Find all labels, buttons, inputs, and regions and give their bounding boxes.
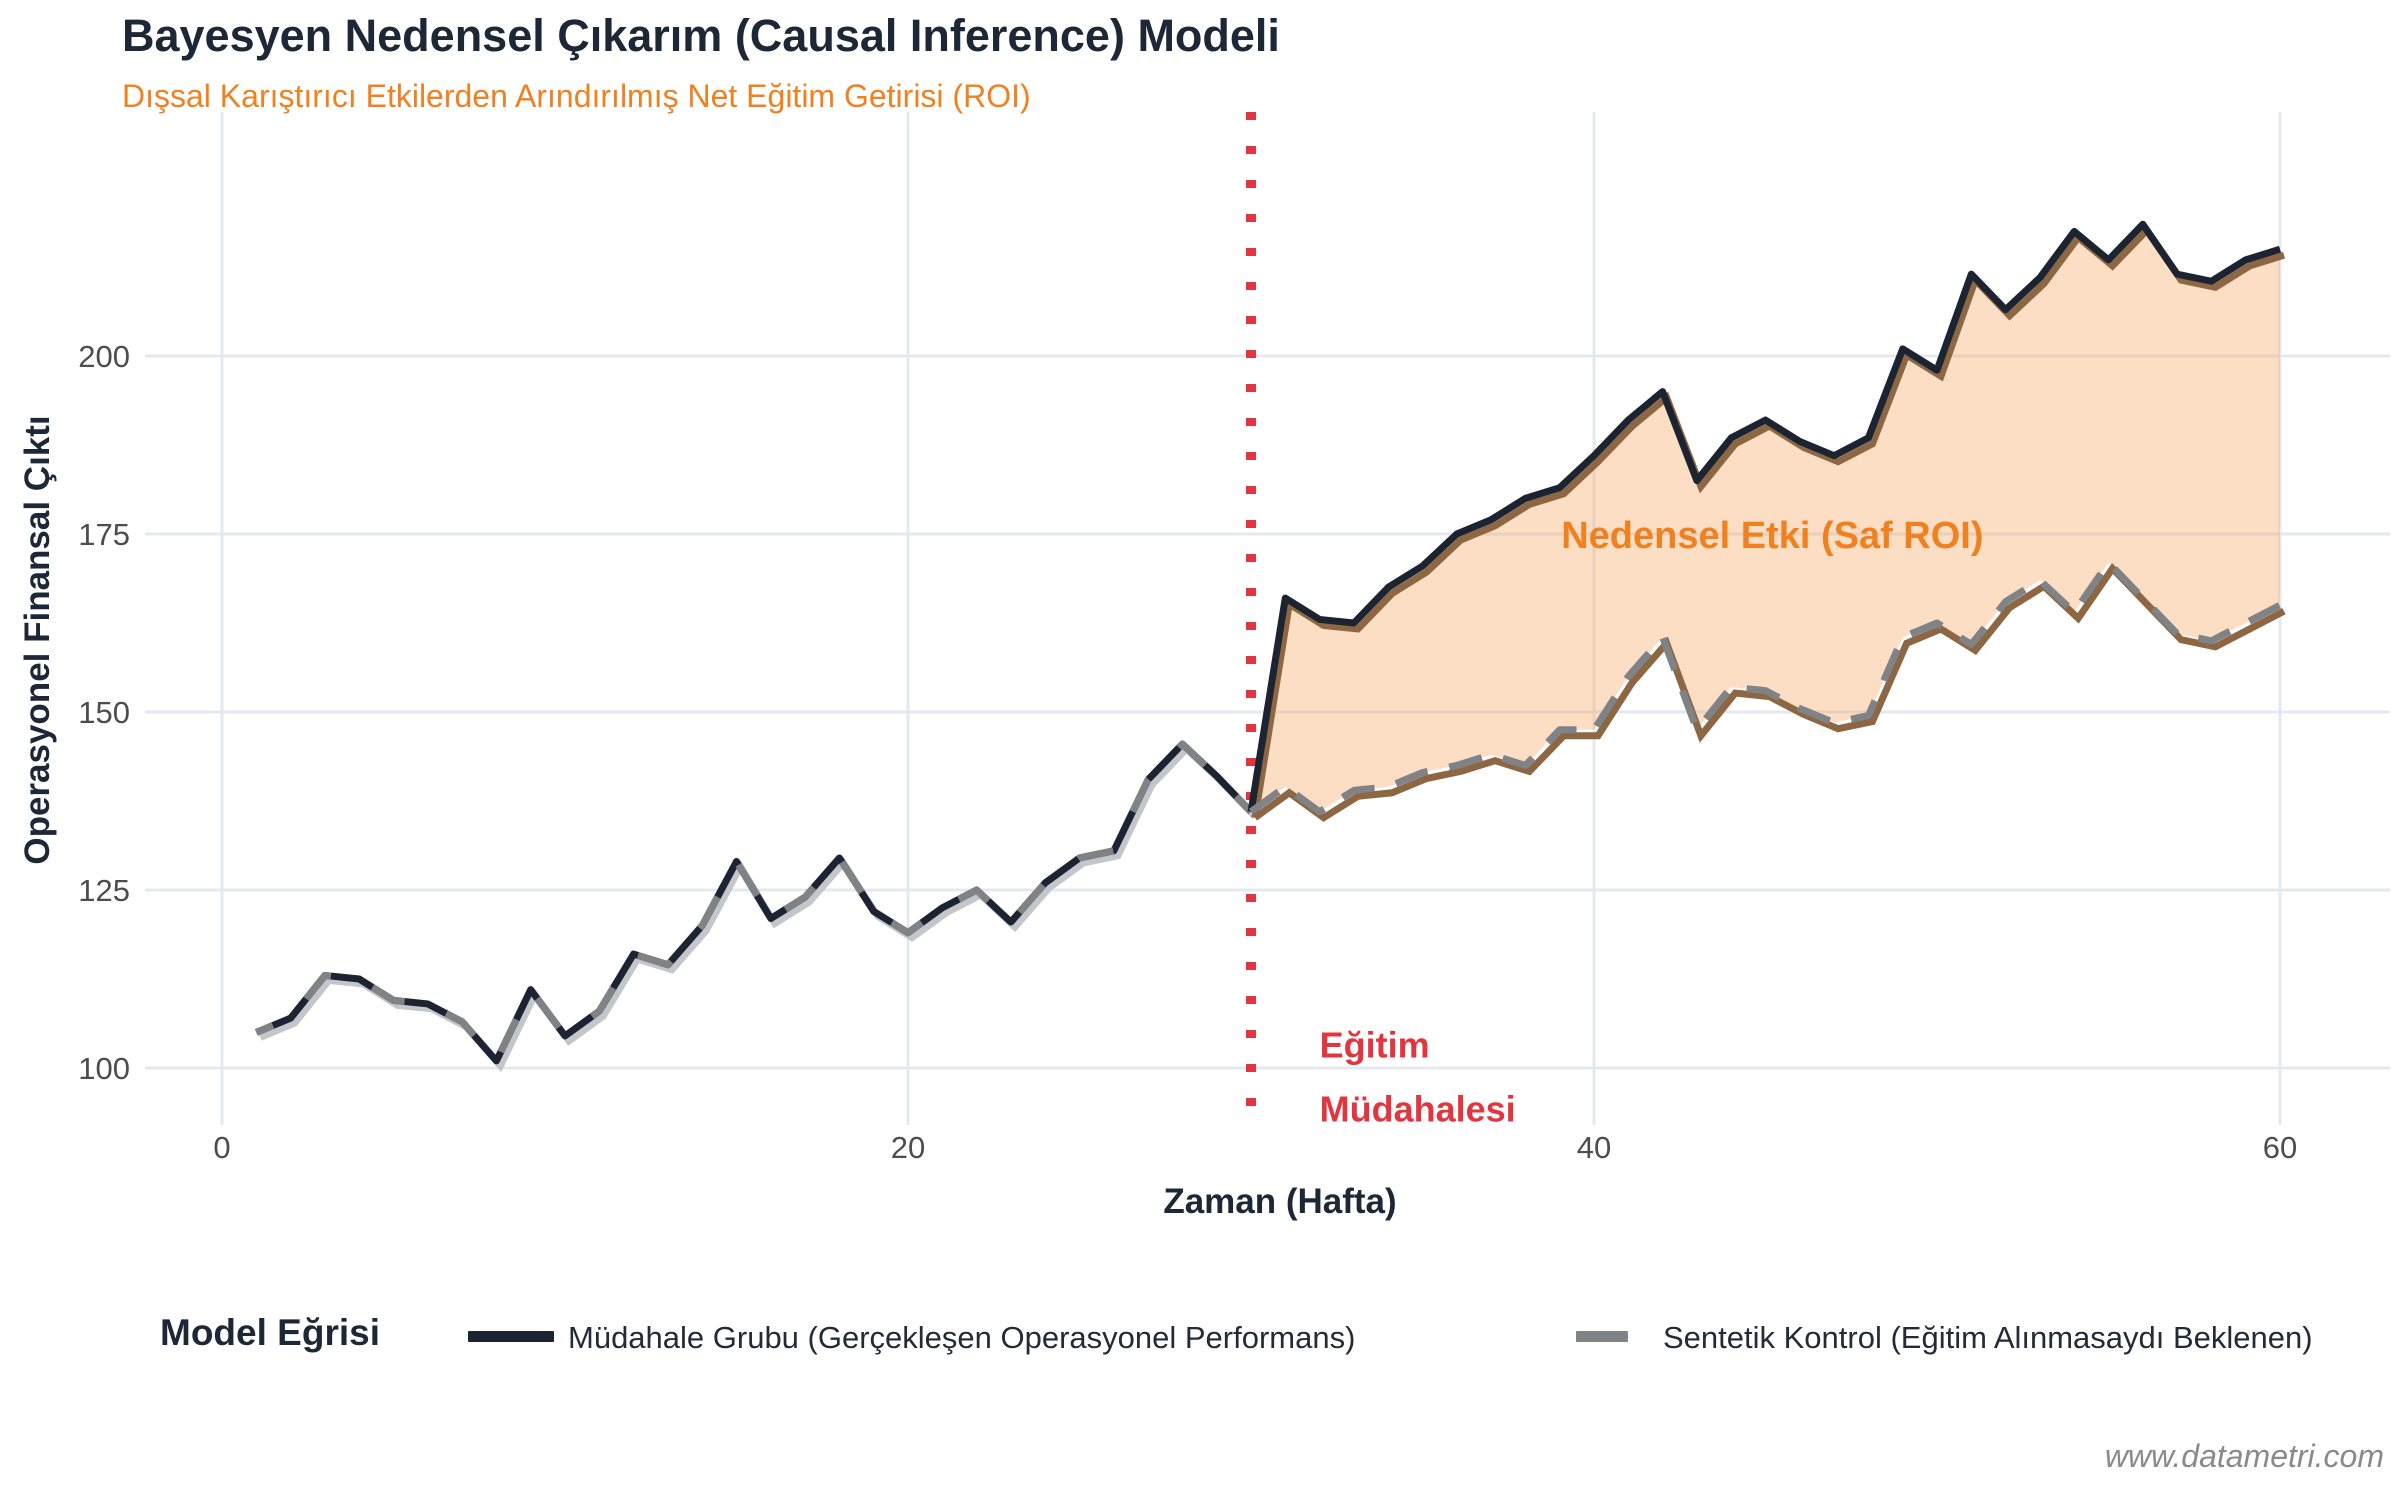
legend-label-treatment: Müdahale Grubu (Gerçekleşen Operasyonel …: [568, 1320, 1356, 1355]
chart-subtitle: Dışsal Karıştırıcı Etkilerden Arındırılm…: [122, 78, 1031, 114]
legend-title: Model Eğrisi: [160, 1312, 380, 1353]
watermark: www.datametri.com: [2104, 1438, 2384, 1474]
legend-swatch-treatment-line: [468, 1331, 554, 1342]
x-axis-title: Zaman (Hafta): [1163, 1182, 1397, 1221]
treatment-line: [1247, 220, 2282, 813]
y-tick-label: 100: [78, 1051, 130, 1086]
pre-line-shadow: [258, 744, 1258, 1073]
x-tick-label: 60: [2263, 1130, 2297, 1165]
synthetic-control-line: [1248, 558, 2282, 816]
pre-intervention-line: [254, 740, 1254, 1065]
legend-swatch-control-line: [1560, 1331, 1644, 1342]
x-tick-label: 40: [1577, 1130, 1611, 1165]
y-tick-label: 175: [78, 517, 130, 552]
y-tick-label: 125: [78, 873, 130, 908]
causal-effect-ribbon: [1251, 224, 2280, 812]
intervention-label-line1: Eğitim: [1320, 1024, 1430, 1065]
pre-intervention-line-dashes: [254, 740, 1254, 1065]
x-tick-label: 0: [213, 1130, 230, 1165]
y-axis-title: Operasyonel Finansal Çıktı: [18, 415, 57, 865]
y-tick-label: 200: [78, 339, 130, 374]
intervention-label-line2: Müdahalesi: [1320, 1088, 1516, 1129]
chart-title: Bayesyen Nedensel Çıkarım (Causal Infere…: [122, 10, 1280, 61]
y-tick-label: 150: [78, 695, 130, 730]
legend-label-control: Sentetik Kontrol (Eğitim Alınmasaydı Bek…: [1663, 1320, 2313, 1355]
x-tick-label: 20: [891, 1130, 925, 1165]
causal-effect-annotation: Nedensel Etki (Saf ROI): [1561, 515, 1983, 557]
